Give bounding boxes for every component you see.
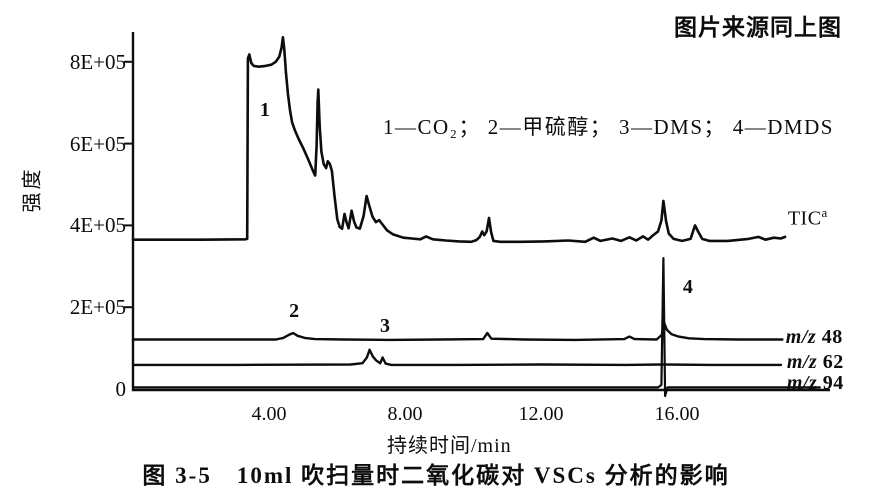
trace-label-m-z-62: m/z 62 — [787, 352, 844, 373]
trace-label-m-z-48: m/z 48 — [785, 325, 843, 348]
figure-caption: 图 3-5 10ml 吹扫量时二氧化碳对 VSCs 分析的影响 — [142, 463, 730, 488]
axes — [131, 32, 830, 392]
trace-name-superscript: a — [821, 205, 828, 221]
mz-prefix: m/z — [786, 372, 818, 395]
mz-value: 48 — [816, 325, 843, 348]
y-tick-label-0: 0 — [115, 377, 127, 401]
peak-label-4: 4 — [682, 275, 693, 298]
y-tick-label-4E+05: 4E+05 — [69, 213, 126, 238]
x-axis-label: 持续时间/min — [387, 435, 512, 457]
peak-label-2: 2 — [289, 300, 300, 323]
mz-prefix: m/z — [786, 351, 818, 374]
trace-label-TIC: TICa — [788, 202, 828, 230]
trace-name: TIC — [787, 207, 822, 230]
trace-m-z-62 — [131, 348, 783, 367]
x-tick-label-8.00: 8.00 — [387, 403, 423, 425]
y-tick-label-8E+05: 8E+05 — [69, 49, 126, 74]
y-tick-label-2E+05: 2E+05 — [69, 295, 126, 320]
source-note: 图片来源同上图 — [674, 14, 842, 40]
y-tick-label-6E+05: 6E+05 — [69, 131, 126, 156]
mz-prefix: m/z — [785, 325, 817, 348]
x-tick-label-12.00: 12.00 — [518, 403, 564, 425]
y-axis-label: 强度 — [21, 166, 44, 213]
x-tick-label-4.00: 4.00 — [251, 403, 287, 425]
peak-label-1: 1 — [259, 98, 270, 121]
peak-label-3: 3 — [379, 315, 390, 338]
trace-m-z-48 — [131, 321, 784, 342]
x-tick-label-16.00: 16.00 — [654, 403, 700, 425]
trace-m-z-94 — [131, 257, 821, 398]
trace-label-m-z-94: m/z 94 — [787, 373, 844, 394]
trace-TIC — [131, 35, 787, 244]
peak-legend: 1—CO₂； 2—甲硫醇； 3—DMS； 4—DMDS — [383, 115, 834, 139]
mz-value: 62 — [817, 351, 844, 374]
mz-value: 94 — [817, 372, 844, 395]
